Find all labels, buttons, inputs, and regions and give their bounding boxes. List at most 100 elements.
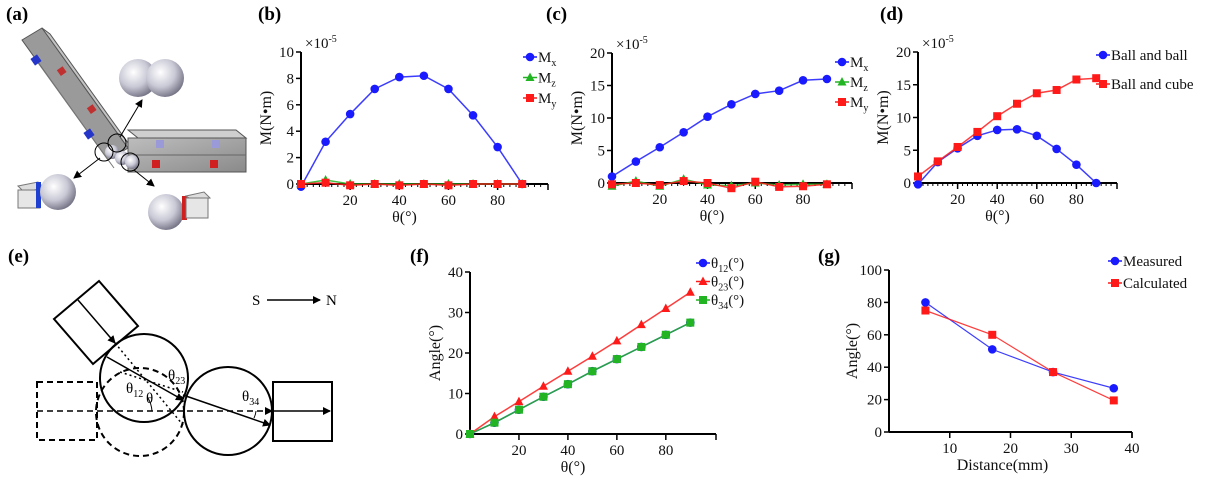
data-point [493,142,502,152]
data-point [612,335,622,345]
series-mx [296,71,527,191]
callout-circle [120,152,140,172]
series-calculated [921,306,1118,405]
panel-label-g: (g) [818,246,840,267]
legend-label: Calculated [1123,276,1188,292]
legend-marker [698,258,708,268]
legend-item: Mz [835,75,868,94]
legend-item: Mx [835,55,868,74]
x-axis-label: θ(°) [985,208,1010,225]
data-point [637,342,646,351]
data-point [612,355,621,364]
data-point [345,109,355,119]
y-tick-label: 10 [590,111,605,127]
cube-sphere-red [148,191,212,230]
y-tick-label: 20 [867,393,882,409]
data-point [1052,144,1061,154]
data-point [444,84,453,94]
data-point [1013,99,1022,108]
legend-label: My [850,95,868,114]
data-point [587,351,597,360]
data-point [798,76,808,85]
y-tick-label: 20 [448,346,463,362]
y-tick-label: 0 [456,427,464,443]
legend-marker [837,77,847,86]
legend-item: My [835,95,868,114]
data-point [419,180,428,188]
data-point [321,178,330,187]
legend-item: θ34(°) [696,293,744,312]
data-point [608,180,616,189]
y-axis-multiplier: ×10-5 [616,35,648,53]
series-line [469,321,691,435]
x-tick-label: 20 [950,192,965,208]
y-axis-multiplier: ×10-5 [922,34,954,52]
panel-label-b: (b) [258,4,281,25]
legend-marker [699,296,707,304]
legend-marker [838,98,846,106]
legend-marker [1111,279,1119,287]
data-point [588,367,597,376]
data-point [538,381,548,390]
series-line [611,180,827,189]
x-tick-label: 80 [658,443,673,459]
illustration-magnet-blocks [16,27,248,230]
data-point [518,180,527,188]
x-tick-label: 20 [652,192,667,208]
data-point [822,180,831,189]
data-point [661,330,670,339]
x-tick-label: 60 [1029,192,1044,208]
theta12-label: θ12 [126,381,143,400]
data-point [636,319,646,329]
legend-item: Mx [523,50,556,69]
legend-item: Measured [1108,254,1183,270]
series--34 [466,318,695,438]
y-tick-label: 4 [287,124,295,140]
series-ball-and-cube [914,74,1101,181]
data-point [444,181,453,190]
data-point [799,182,808,191]
data-point [1072,160,1081,169]
data-point [703,112,712,121]
y-tick-label: 0 [904,176,912,192]
data-point [921,306,930,315]
series-line [611,78,827,178]
y-tick-label: 5 [598,144,606,160]
y-tick-label: 8 [287,71,295,87]
data-point [655,180,664,189]
legend-label: My [538,91,556,110]
series-my [608,177,831,193]
x-tick-label: 30 [1064,441,1079,457]
legend-label: Ball and ball [1111,48,1188,64]
data-point [751,177,760,186]
legend-label: Measured [1123,254,1183,270]
series-line [925,309,1115,401]
y-tick-label: 30 [448,306,463,322]
legend-label: Mx [538,50,556,69]
legend-label: θ23(°) [711,275,744,294]
legend-marker [1110,256,1120,266]
x-tick-label: 20 [343,193,358,209]
data-point [607,172,617,181]
series-line [925,301,1114,389]
data-point [493,180,502,188]
x-tick-label: 60 [609,443,624,459]
data-point [1109,396,1118,405]
legend-item: Calculated [1108,276,1188,292]
y-tick-label: 40 [867,360,882,376]
data-point [1109,383,1119,393]
data-point [988,330,997,339]
y-axis-label: M(N•m) [258,91,275,145]
chart-g: 10 20 30 40 0 20 40 60 80 100 Distance(mm) Angle(°)… [844,254,1188,474]
panel-label-a: (a) [6,4,28,25]
data-point [489,411,499,421]
legend-marker [526,94,534,102]
x-tick-label: 40 [560,443,575,459]
tilted-magnet-block [21,27,137,169]
initial-magnet-outline [36,381,98,441]
data-point [468,111,478,120]
data-point [655,142,665,152]
legend-marker [698,276,708,285]
data-point [490,418,499,427]
